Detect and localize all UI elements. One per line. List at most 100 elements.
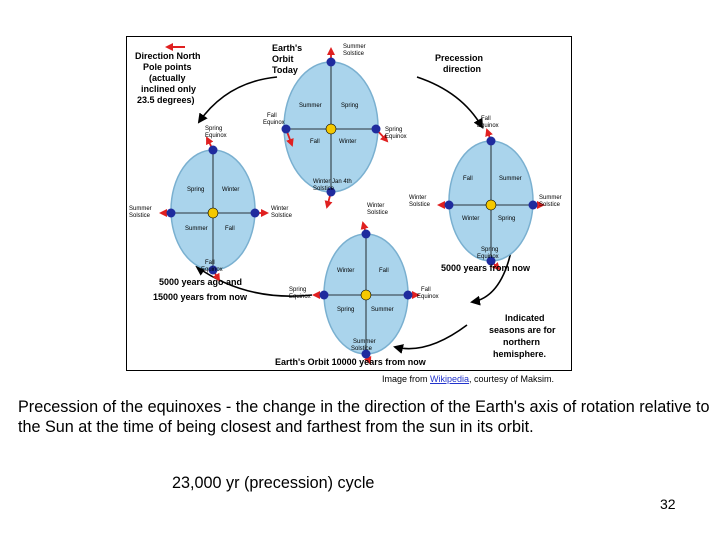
wikipedia-link[interactable]: Wikipedia xyxy=(430,374,470,384)
precession-arrow-top-left xyxy=(197,76,278,124)
fall-equinox-label: Equinox xyxy=(263,120,285,126)
five-thousand-now-label: 5000 years from now xyxy=(441,263,531,273)
spring-equinox-label: Spring xyxy=(481,247,498,253)
season-label: Winter xyxy=(339,139,356,145)
svg-text:Orbit: Orbit xyxy=(272,54,294,64)
svg-text:Today: Today xyxy=(272,65,298,75)
earth-icon xyxy=(486,256,496,266)
fall-equinox-label: Fall xyxy=(421,287,431,293)
diagram-svg: Summer Spring Fall Winter Summer Solstic… xyxy=(129,43,562,367)
fall-equinox-label: Fall xyxy=(267,113,277,119)
season-label: Fall xyxy=(379,268,389,274)
earth-icon xyxy=(281,124,291,134)
svg-text:seasons are for: seasons are for xyxy=(489,325,556,335)
fall-equinox-label: Fall xyxy=(205,260,215,266)
sun-icon xyxy=(485,199,497,211)
summer-solstice-label: Summer xyxy=(343,44,366,50)
sun-icon xyxy=(207,207,219,219)
svg-text:Earth's: Earth's xyxy=(272,43,302,53)
fall-equinox-label: Fall xyxy=(481,116,491,122)
earth-icon xyxy=(444,200,454,210)
season-label: Fall xyxy=(225,226,235,232)
season-label: Summer xyxy=(371,307,394,313)
image-credit: Image from Wikipedia, courtesy of Maksim… xyxy=(382,374,554,384)
slide-caption: Precession of the equinoxes - the change… xyxy=(18,398,710,436)
earth-icon xyxy=(208,145,218,155)
season-label: Summer xyxy=(185,226,208,232)
earth-icon xyxy=(361,349,371,359)
summer-solstice-label: Summer xyxy=(353,339,376,345)
season-label: Winter xyxy=(462,216,479,222)
svg-text:5000 years ago and: 5000 years ago and xyxy=(159,277,242,287)
earth-icon xyxy=(208,265,218,275)
key-line: inclined only xyxy=(141,84,196,94)
season-label: Fall xyxy=(463,176,473,182)
winter-solstice-label: Solstice xyxy=(313,186,335,192)
season-label: Summer xyxy=(299,103,322,109)
spring-equinox-label: Spring xyxy=(205,126,222,132)
svg-text:hemisphere.: hemisphere. xyxy=(493,349,546,359)
precession-diagram: Summer Spring Fall Winter Summer Solstic… xyxy=(126,36,572,371)
season-label: Winter xyxy=(337,268,354,274)
spring-equinox-label: Equinox xyxy=(385,134,407,140)
spring-equinox-label: Spring xyxy=(385,127,402,133)
season-label: Spring xyxy=(337,307,354,313)
spring-equinox-label: Spring xyxy=(289,287,306,293)
fall-equinox-label: Equinox xyxy=(477,123,499,129)
orbit-today-label: Earth's Orbit Today xyxy=(272,43,302,75)
spring-equinox-label: Equinox xyxy=(289,294,311,300)
precession-arrow-left xyxy=(195,265,313,297)
earth-icon xyxy=(528,200,538,210)
winter-solstice-label: Solstice xyxy=(271,213,293,219)
cycle-note: 23,000 yr (precession) cycle xyxy=(172,474,375,492)
key-line: 23.5 degrees) xyxy=(137,95,195,105)
fall-equinox-label: Equinox xyxy=(417,294,439,300)
summer-solstice-label: Solstice xyxy=(539,202,561,208)
key-line: (actually xyxy=(149,73,186,83)
winter-solstice-label: Solstice xyxy=(409,202,431,208)
key-line: Pole points xyxy=(143,62,192,72)
precession-arrow-right xyxy=(470,246,513,306)
winter-solstice-label: Winter xyxy=(271,206,288,212)
orbit-today: Summer Spring Fall Winter Summer Solstic… xyxy=(263,44,407,209)
five-thousand-ago-label: 5000 years ago and 15000 years from now xyxy=(153,277,248,302)
orbit-5000-years-ago: Spring Winter Summer Fall Spring Equinox… xyxy=(129,126,293,282)
winter-solstice-label: Solstice xyxy=(367,210,389,216)
orbit-10000-years-from-now: Winter Fall Spring Summer Winter Solstic… xyxy=(289,203,439,365)
season-label: Summer xyxy=(499,176,522,182)
earth-icon xyxy=(486,136,496,146)
credit-prefix: Image from xyxy=(382,374,431,384)
summer-solstice-label: Summer xyxy=(539,195,562,201)
key-line: Direction North xyxy=(135,51,201,61)
precession-arrow-top-right xyxy=(416,76,483,129)
earth-icon xyxy=(361,229,371,239)
orbit-5000-years-from-now: Fall Summer Winter Spring Fall Equinox W… xyxy=(409,116,562,271)
winter-solstice-label: Winter xyxy=(367,203,384,209)
earth-icon xyxy=(326,187,336,197)
indicated-seasons-label: Indicated seasons are for northern hemis… xyxy=(489,313,556,359)
earth-icon xyxy=(326,57,336,67)
svg-text:northern: northern xyxy=(503,337,540,347)
season-label: Winter xyxy=(222,187,239,193)
earth-icon xyxy=(403,290,413,300)
fall-equinox-label: Equinox xyxy=(201,267,223,273)
sun-icon xyxy=(325,123,337,135)
precession-direction-label: Precession direction xyxy=(435,53,483,74)
spring-equinox-label: Equinox xyxy=(477,254,499,260)
arrow-key-label: Direction North Pole points (actually in… xyxy=(135,51,201,105)
winter-solstice-label: Winter Jan 4th xyxy=(313,179,352,185)
season-label: Spring xyxy=(341,103,358,109)
summer-solstice-label: Solstice xyxy=(129,213,151,219)
svg-text:Precession: Precession xyxy=(435,53,483,63)
page-number: 32 xyxy=(660,496,676,512)
earth-icon xyxy=(166,208,176,218)
season-label: Spring xyxy=(187,187,204,193)
credit-suffix: , courtesy of Maksim. xyxy=(469,374,555,384)
spring-equinox-label: Equinox xyxy=(205,133,227,139)
summer-solstice-label: Solstice xyxy=(343,51,365,57)
summer-solstice-label: Summer xyxy=(129,206,152,212)
svg-text:Indicated: Indicated xyxy=(505,313,545,323)
precession-arrow-bottom xyxy=(393,324,468,354)
summer-solstice-label: Solstice xyxy=(351,346,373,352)
earth-icon xyxy=(371,124,381,134)
